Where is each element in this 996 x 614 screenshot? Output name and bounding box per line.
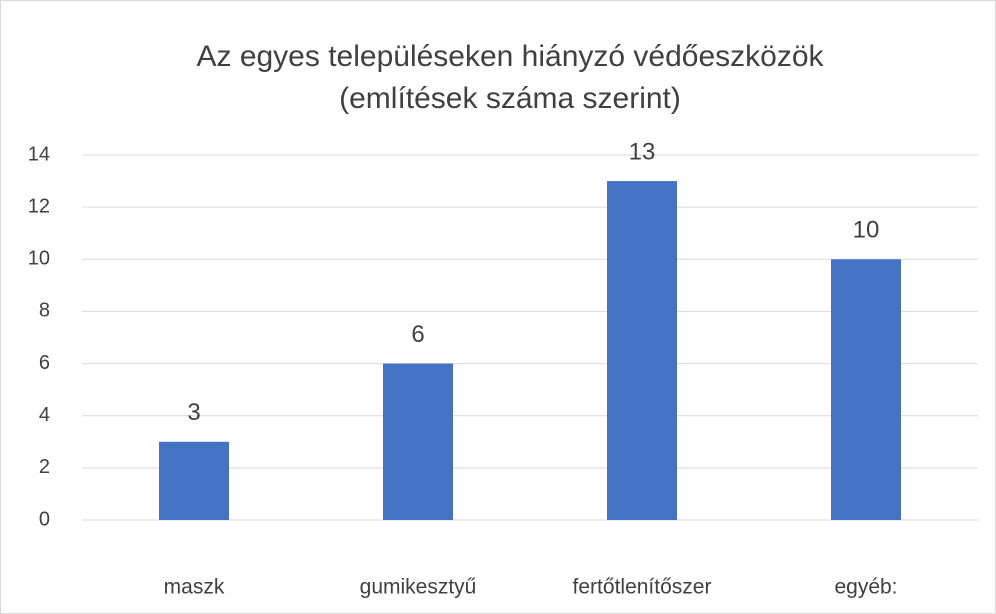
data-label: 6 — [411, 321, 424, 348]
x-tick-label: gumikesztyű — [360, 576, 477, 599]
y-tick-label: 2 — [39, 456, 50, 478]
data-label: 13 — [629, 138, 656, 165]
bar — [831, 259, 901, 520]
bar — [383, 363, 453, 520]
bar — [607, 181, 677, 521]
y-tick-label: 6 — [39, 352, 50, 374]
bar — [159, 441, 229, 520]
x-tick-label: maszk — [164, 576, 225, 599]
data-label: 10 — [853, 217, 880, 244]
y-tick-label: 14 — [28, 143, 50, 165]
y-tick-label: 10 — [28, 248, 50, 270]
data-label: 3 — [187, 399, 200, 426]
x-tick-label: fertőtlenítőszer — [573, 576, 712, 599]
y-tick-label: 8 — [39, 300, 50, 322]
chart-title: (említések száma szerint) — [339, 82, 681, 115]
y-tick-label: 12 — [28, 195, 50, 217]
chart-title: Az egyes településeken hiányzó védőeszkö… — [196, 40, 824, 73]
y-tick-label: 0 — [39, 508, 50, 530]
x-tick-label: egyéb: — [834, 576, 897, 599]
y-tick-label: 4 — [39, 404, 50, 426]
